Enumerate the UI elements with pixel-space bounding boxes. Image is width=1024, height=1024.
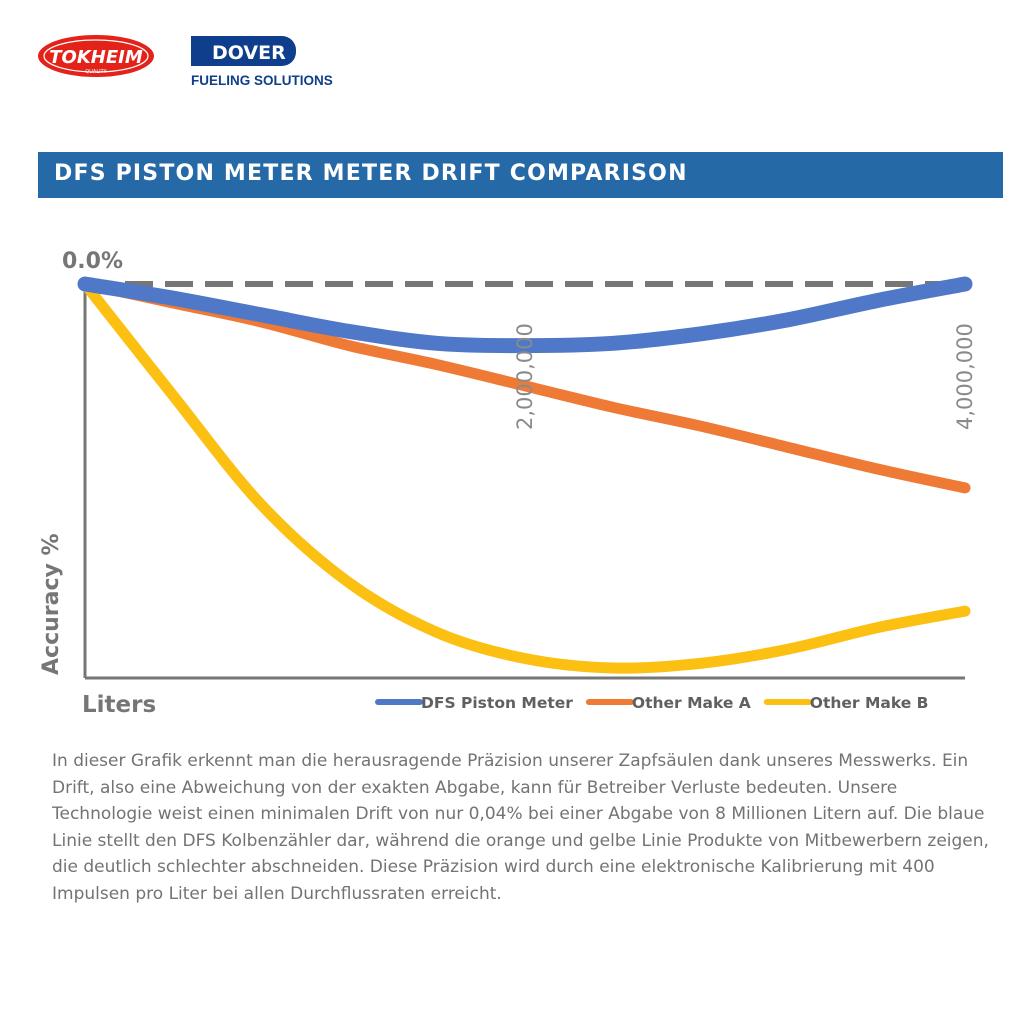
x-tick-label: 2,000,000 xyxy=(513,323,537,430)
x-tick-labels: 2,000,000 4,000,000 xyxy=(513,323,977,430)
chart-legend: DFS Piston Meter Other Make A Other Make B xyxy=(375,694,929,712)
x-tick-label: 4,000,000 xyxy=(953,323,977,430)
y-axis-label: Accuracy % xyxy=(39,533,64,675)
drift-comparison-chart: 0.0% 2,000,000 4,000,000 Accuracy % Liter… xyxy=(39,249,977,718)
tokheim-logo-text: TOKHEIM xyxy=(49,47,143,68)
series-layer xyxy=(77,276,973,674)
series-line-dfs-piston-meter xyxy=(77,276,973,354)
dover-logo-text: DOVER xyxy=(212,42,286,64)
legend-label: DFS Piston Meter xyxy=(421,694,573,712)
legend-item: Other Make B xyxy=(763,694,929,712)
dover-logo: DOVER FUELING SOLUTIONS xyxy=(191,36,333,88)
tokheim-logo: TOKHEIM QUALITY xyxy=(38,35,154,77)
legend-label: Other Make B xyxy=(810,694,929,712)
tokheim-logo-subtext: QUALITY xyxy=(85,69,107,75)
title-banner: DFS PISTON METER METER DRIFT COMPARISON xyxy=(38,152,1003,198)
description-text: In dieser Grafik erkennt man die herausr… xyxy=(52,751,989,904)
legend-label: Other Make A xyxy=(632,694,751,712)
series-line-other-make-b xyxy=(79,278,971,674)
legend-item: DFS Piston Meter xyxy=(375,694,573,712)
legend-item: Other Make A xyxy=(585,694,751,712)
page-title: DFS PISTON METER METER DRIFT COMPARISON xyxy=(54,161,688,186)
x-axis-label: Liters xyxy=(82,692,156,718)
dover-logo-subtext: FUELING SOLUTIONS xyxy=(191,73,333,88)
brand-logos: TOKHEIM QUALITY DOVER FUELING SOLUTIONS xyxy=(38,35,333,88)
y-top-label: 0.0% xyxy=(62,249,123,274)
